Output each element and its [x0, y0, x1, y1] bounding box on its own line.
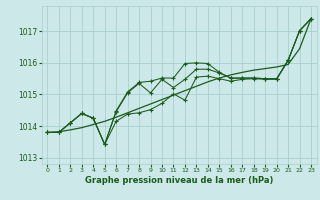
X-axis label: Graphe pression niveau de la mer (hPa): Graphe pression niveau de la mer (hPa) [85, 176, 273, 185]
